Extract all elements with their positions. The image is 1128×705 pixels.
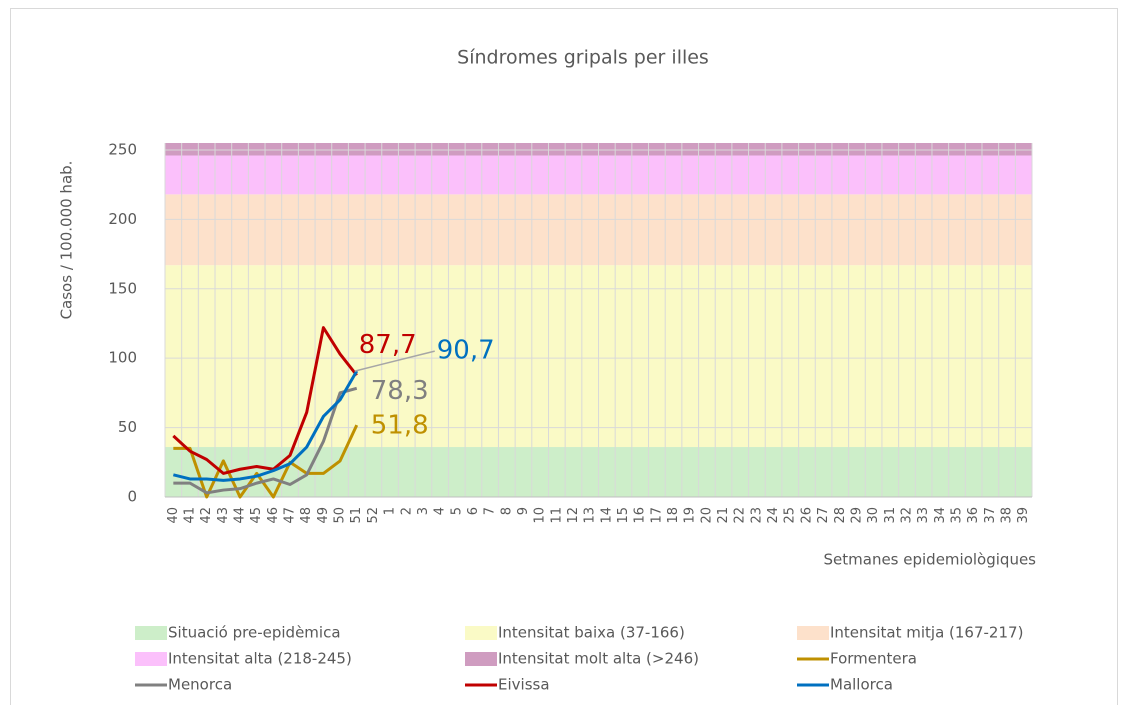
series-line — [173, 386, 358, 495]
x-tick-label: 43 — [216, 507, 231, 524]
x-tick-label: 39 — [1016, 507, 1031, 524]
legend-swatch — [465, 626, 497, 640]
legend-label: Formentera — [830, 650, 917, 668]
x-tick-label: 4 — [433, 507, 448, 515]
x-tick-label: 21 — [716, 507, 731, 524]
data-label: 51,8 — [371, 411, 429, 441]
legend-label: Intensitat baixa (37-166) — [498, 624, 685, 642]
series-line — [172, 370, 359, 482]
x-tick-label: 15 — [616, 507, 631, 524]
data-label: 87,7 — [359, 330, 417, 360]
x-tick-label: 44 — [233, 507, 248, 524]
x-tick-label: 50 — [333, 507, 348, 524]
legend-label: Eivissa — [498, 676, 550, 694]
x-axis-title: Setmanes epidemiològiques — [824, 551, 1037, 569]
x-tick-label: 45 — [249, 507, 264, 524]
x-tick-label: 28 — [833, 507, 848, 524]
x-tick-label: 34 — [933, 507, 948, 524]
x-tick-label: 2 — [399, 507, 414, 515]
x-tick-label: 38 — [999, 507, 1014, 524]
x-tick-label: 49 — [316, 507, 331, 524]
y-tick-label: 150 — [108, 279, 137, 297]
x-tick-label: 8 — [499, 507, 514, 515]
legend-swatch — [135, 652, 167, 666]
x-tick-label: 20 — [699, 507, 714, 524]
x-tick-label: 35 — [949, 507, 964, 524]
x-tick-label: 17 — [649, 507, 664, 524]
x-tick-label: 5 — [449, 507, 464, 515]
x-tick-label: 48 — [299, 507, 314, 524]
x-tick-label: 24 — [766, 507, 781, 524]
legend-label: Situació pre-epidèmica — [168, 624, 341, 642]
x-tick-label: 29 — [849, 507, 864, 524]
x-tick-label: 36 — [966, 507, 981, 524]
x-tick-label: 27 — [816, 507, 831, 524]
x-tick-label: 12 — [566, 507, 581, 524]
x-tick-label: 1 — [383, 507, 398, 515]
x-tick-label: 40 — [166, 507, 181, 524]
x-tick-label: 42 — [199, 507, 214, 524]
legend-label: Mallorca — [830, 676, 893, 694]
y-tick-label: 250 — [108, 140, 137, 158]
legend-swatch — [135, 626, 167, 640]
x-tick-label: 6 — [466, 507, 481, 515]
x-tick-label: 16 — [633, 507, 648, 524]
x-tick-label: 13 — [583, 507, 598, 524]
x-tick-label: 25 — [783, 507, 798, 524]
series-line — [172, 326, 358, 475]
x-tick-label: 3 — [416, 507, 431, 515]
legend-label: Intensitat molt alta (>246) — [498, 650, 699, 668]
series-line — [173, 424, 359, 499]
x-tick-label: 33 — [916, 507, 931, 524]
x-tick-label: 30 — [866, 507, 881, 524]
x-tick-label: 51 — [349, 507, 364, 524]
leader-line — [354, 350, 435, 372]
y-tick-label: 200 — [108, 210, 137, 228]
x-tick-label: 41 — [183, 507, 198, 524]
x-tick-label: 31 — [883, 507, 898, 524]
y-tick-label: 50 — [118, 418, 137, 436]
x-tick-label: 22 — [733, 507, 748, 524]
legend-swatch — [797, 626, 829, 640]
y-axis-title: Casos / 100.000 hab. — [58, 161, 76, 320]
x-tick-label: 23 — [749, 507, 764, 524]
x-tick-label: 9 — [516, 507, 531, 515]
x-tick-label: 47 — [283, 507, 298, 524]
x-tick-label: 26 — [799, 507, 814, 524]
x-tick-label: 46 — [266, 507, 281, 524]
x-tick-label: 11 — [549, 507, 564, 524]
y-tick-label: 0 — [127, 488, 137, 506]
x-tick-label: 37 — [983, 507, 998, 524]
legend-label: Menorca — [168, 676, 232, 694]
data-label: 90,7 — [437, 336, 495, 366]
x-tick-label: 7 — [483, 507, 498, 515]
x-tick-label: 14 — [599, 507, 614, 524]
x-tick-label: 32 — [899, 507, 914, 524]
legend-swatch — [465, 652, 497, 666]
chart-title: Síndromes gripals per illes — [457, 47, 709, 69]
y-tick-label: 100 — [108, 349, 137, 367]
x-tick-label: 18 — [666, 507, 681, 524]
x-tick-label: 19 — [683, 507, 698, 524]
x-tick-label: 52 — [366, 507, 381, 524]
legend-label: Intensitat mitja (167-217) — [830, 624, 1023, 642]
x-tick-label: 10 — [533, 507, 548, 524]
data-label: 78,3 — [371, 376, 429, 406]
legend-label: Intensitat alta (218-245) — [168, 650, 352, 668]
